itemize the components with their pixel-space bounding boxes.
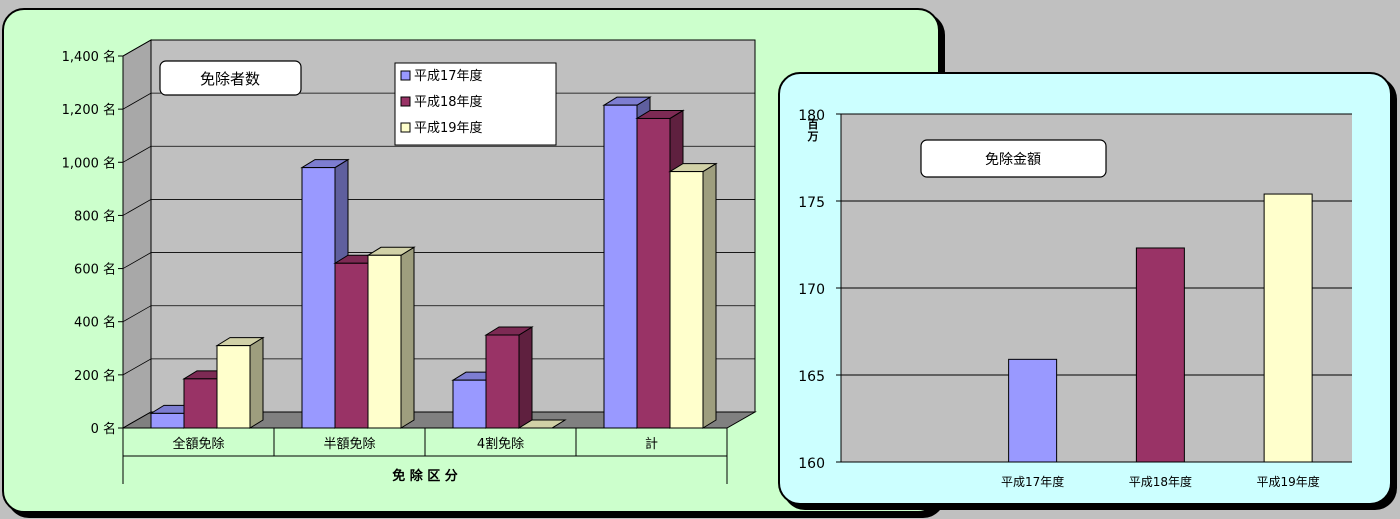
x-tick-label: 平成19年度 xyxy=(1256,474,1319,489)
legend-label: 平成18年度 xyxy=(414,94,483,110)
y-tick-label: 1,400 名 xyxy=(62,49,116,65)
y-tick-label: 180 xyxy=(798,108,825,124)
bar-top xyxy=(517,419,567,429)
gridline xyxy=(122,145,755,163)
bar xyxy=(150,412,185,429)
x-tick-label: 4割免除 xyxy=(477,436,524,452)
y-tick-label: 1,000 名 xyxy=(62,155,116,171)
bar-side xyxy=(518,326,533,429)
bar xyxy=(334,262,369,429)
bar xyxy=(452,379,487,429)
y-unit-label: 万 xyxy=(807,130,819,143)
chart-title: 免除者数 xyxy=(200,70,260,88)
x-tick-label: 半額免除 xyxy=(323,437,375,452)
y-tick-label: 165 xyxy=(798,369,825,385)
x-tick-label: 計 xyxy=(645,436,658,452)
gridline xyxy=(122,358,755,376)
bar xyxy=(603,104,638,429)
bar xyxy=(1008,358,1058,463)
y-tick-label: 160 xyxy=(798,456,825,472)
y-unit-label: 百 xyxy=(808,118,819,131)
legend-box xyxy=(394,62,557,146)
bar xyxy=(301,167,336,429)
y-tick-label: 600 名 xyxy=(74,262,116,278)
bar-side xyxy=(249,336,264,429)
bar xyxy=(636,117,671,429)
bar-side xyxy=(400,246,415,429)
legend-label: 平成17年度 xyxy=(414,68,483,84)
chart-title-box xyxy=(159,60,302,96)
x-tick-label: 平成18年度 xyxy=(1129,474,1192,489)
bar-side xyxy=(702,162,717,429)
bar xyxy=(1135,247,1185,463)
gridline xyxy=(122,199,755,216)
y-tick-label: 400 名 xyxy=(74,315,116,331)
y-tick-label: 800 名 xyxy=(74,208,116,224)
y-tick-label: 1,200 名 xyxy=(62,102,116,118)
bar xyxy=(1263,193,1313,463)
bar xyxy=(216,345,251,429)
bar xyxy=(183,378,218,429)
gridline xyxy=(122,39,755,57)
x-axis-title: 免 除 区 分 xyxy=(392,468,458,484)
y-tick-label: 175 xyxy=(798,195,825,211)
bar xyxy=(669,171,704,429)
chart-title: 免除金額 xyxy=(985,152,1041,168)
chart-title-box xyxy=(920,139,1107,178)
y-tick-label: 0 名 xyxy=(91,421,116,437)
plot-side-wall xyxy=(122,39,152,429)
legend-swatch xyxy=(400,122,411,133)
x-tick-label: 平成17年度 xyxy=(1001,474,1064,489)
legend-swatch xyxy=(400,70,411,81)
legend-swatch xyxy=(400,96,411,107)
y-tick-label: 200 名 xyxy=(74,368,116,384)
legend-label: 平成19年度 xyxy=(414,120,483,136)
gridline xyxy=(122,252,755,269)
bar xyxy=(367,254,402,429)
bar xyxy=(485,334,520,429)
x-tick-label: 全額免除 xyxy=(172,436,224,452)
y-tick-label: 170 xyxy=(798,282,825,298)
gridline xyxy=(122,305,755,323)
